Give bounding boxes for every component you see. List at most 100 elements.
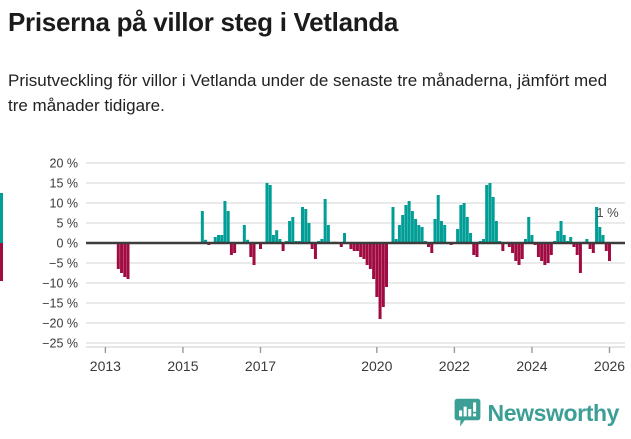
bar: [604, 243, 608, 251]
bar-chart: 20 % 15 % 10 % 5 % 0 % −5 % −10 % −15 % −20 % −25…: [0, 150, 631, 390]
bar: [591, 243, 595, 253]
bar: [291, 217, 295, 243]
bar: [443, 225, 447, 243]
newsworthy-logo[interactable]: Newsworthy: [454, 398, 619, 428]
x-axis-labels: 2013 2015 2017 2020 2022 2024 2026: [90, 358, 625, 374]
bar: [326, 225, 330, 243]
page-title: Priserna på villor steg i Vetlanda: [8, 7, 399, 37]
last-value-annotation: 1 %: [596, 205, 619, 220]
bar: [414, 219, 418, 243]
bar: [562, 235, 566, 243]
y-axis-tick-label: 5 %: [56, 217, 78, 231]
bar: [359, 243, 363, 257]
bar: [397, 225, 401, 243]
bar: [420, 227, 424, 243]
x-axis-tick-label: 2026: [594, 358, 625, 374]
bar: [549, 243, 553, 255]
bar: [585, 239, 589, 243]
bar: [430, 243, 434, 253]
bar: [313, 243, 317, 259]
bar: [407, 201, 411, 243]
page-subtitle: Prisutveckling för villor i Vetlanda und…: [8, 71, 608, 115]
bar: [601, 235, 605, 243]
bar: [385, 243, 389, 287]
bar: [252, 243, 256, 265]
bar: [323, 199, 327, 243]
bar: [517, 243, 521, 265]
bar: [559, 221, 563, 243]
bar: [572, 243, 576, 247]
bar: [259, 243, 262, 249]
bar: [246, 239, 250, 243]
bar: [381, 243, 385, 307]
bar: [514, 243, 518, 261]
y-axis-tick-label: −15 %: [42, 297, 78, 311]
bar: [0, 239, 3, 243]
bar: [523, 239, 527, 243]
gridlines: [86, 162, 625, 344]
bar: [433, 219, 437, 243]
bar: [462, 203, 466, 243]
bar: [556, 231, 560, 243]
bar: [569, 237, 573, 243]
bar: [481, 239, 485, 243]
bar: [349, 243, 353, 249]
bar: [410, 211, 414, 243]
bar: [368, 243, 372, 269]
bar: [204, 239, 208, 243]
y-axis-tick-label: −20 %: [42, 317, 78, 331]
bar: [494, 221, 498, 243]
bar-series: [0, 183, 611, 319]
bar: [265, 183, 269, 243]
bar: [536, 243, 540, 257]
y-axis-tick-label: 0 %: [56, 237, 78, 251]
bar: [578, 243, 582, 273]
bar: [275, 230, 279, 243]
x-axis-tick-label: 2015: [167, 358, 198, 374]
bar: [120, 243, 124, 273]
bar: [520, 243, 524, 259]
chart-svg: 20 % 15 % 10 % 5 % 0 % −5 % −10 % −15 % −20 % −25…: [0, 157, 625, 374]
bar: [281, 243, 285, 251]
bar: [278, 239, 282, 243]
bar: [607, 243, 611, 261]
bar: [394, 239, 398, 243]
bar: [511, 243, 515, 253]
bar: [200, 211, 204, 243]
bar: [126, 243, 130, 279]
y-axis-tick-label: 10 %: [50, 197, 79, 211]
bar: [588, 243, 592, 249]
bar: [459, 205, 463, 243]
bar: [365, 243, 369, 265]
y-axis-tick-label: −5 %: [49, 257, 78, 271]
bar: [401, 215, 405, 243]
bar: [501, 243, 505, 251]
y-axis-tick-label: 15 %: [50, 177, 79, 191]
bar: [595, 207, 599, 243]
bar: [491, 197, 495, 243]
bar: [310, 243, 314, 249]
bar: [417, 225, 421, 243]
bar: [540, 243, 544, 261]
x-axis-tick-label: 2020: [361, 358, 392, 374]
bar: [217, 235, 220, 243]
logo-wordmark: Newsworthy: [487, 399, 620, 426]
bar: [372, 243, 376, 279]
bar: [116, 243, 120, 269]
bar: [304, 209, 308, 243]
x-axis-tick-label: 2022: [439, 358, 470, 374]
bar: [427, 243, 431, 247]
bar: [320, 239, 324, 243]
footer: Newsworthy: [0, 396, 631, 439]
x-axis-ticks: [86, 346, 625, 353]
bar: [226, 211, 230, 243]
bar: [249, 243, 253, 257]
bar: [439, 221, 443, 243]
bar: [465, 217, 469, 243]
bar: [362, 243, 366, 259]
bar: [233, 243, 237, 253]
x-axis-tick-label: 2024: [516, 358, 547, 374]
y-axis-tick-label: −25 %: [42, 337, 78, 351]
bar: [220, 235, 224, 243]
